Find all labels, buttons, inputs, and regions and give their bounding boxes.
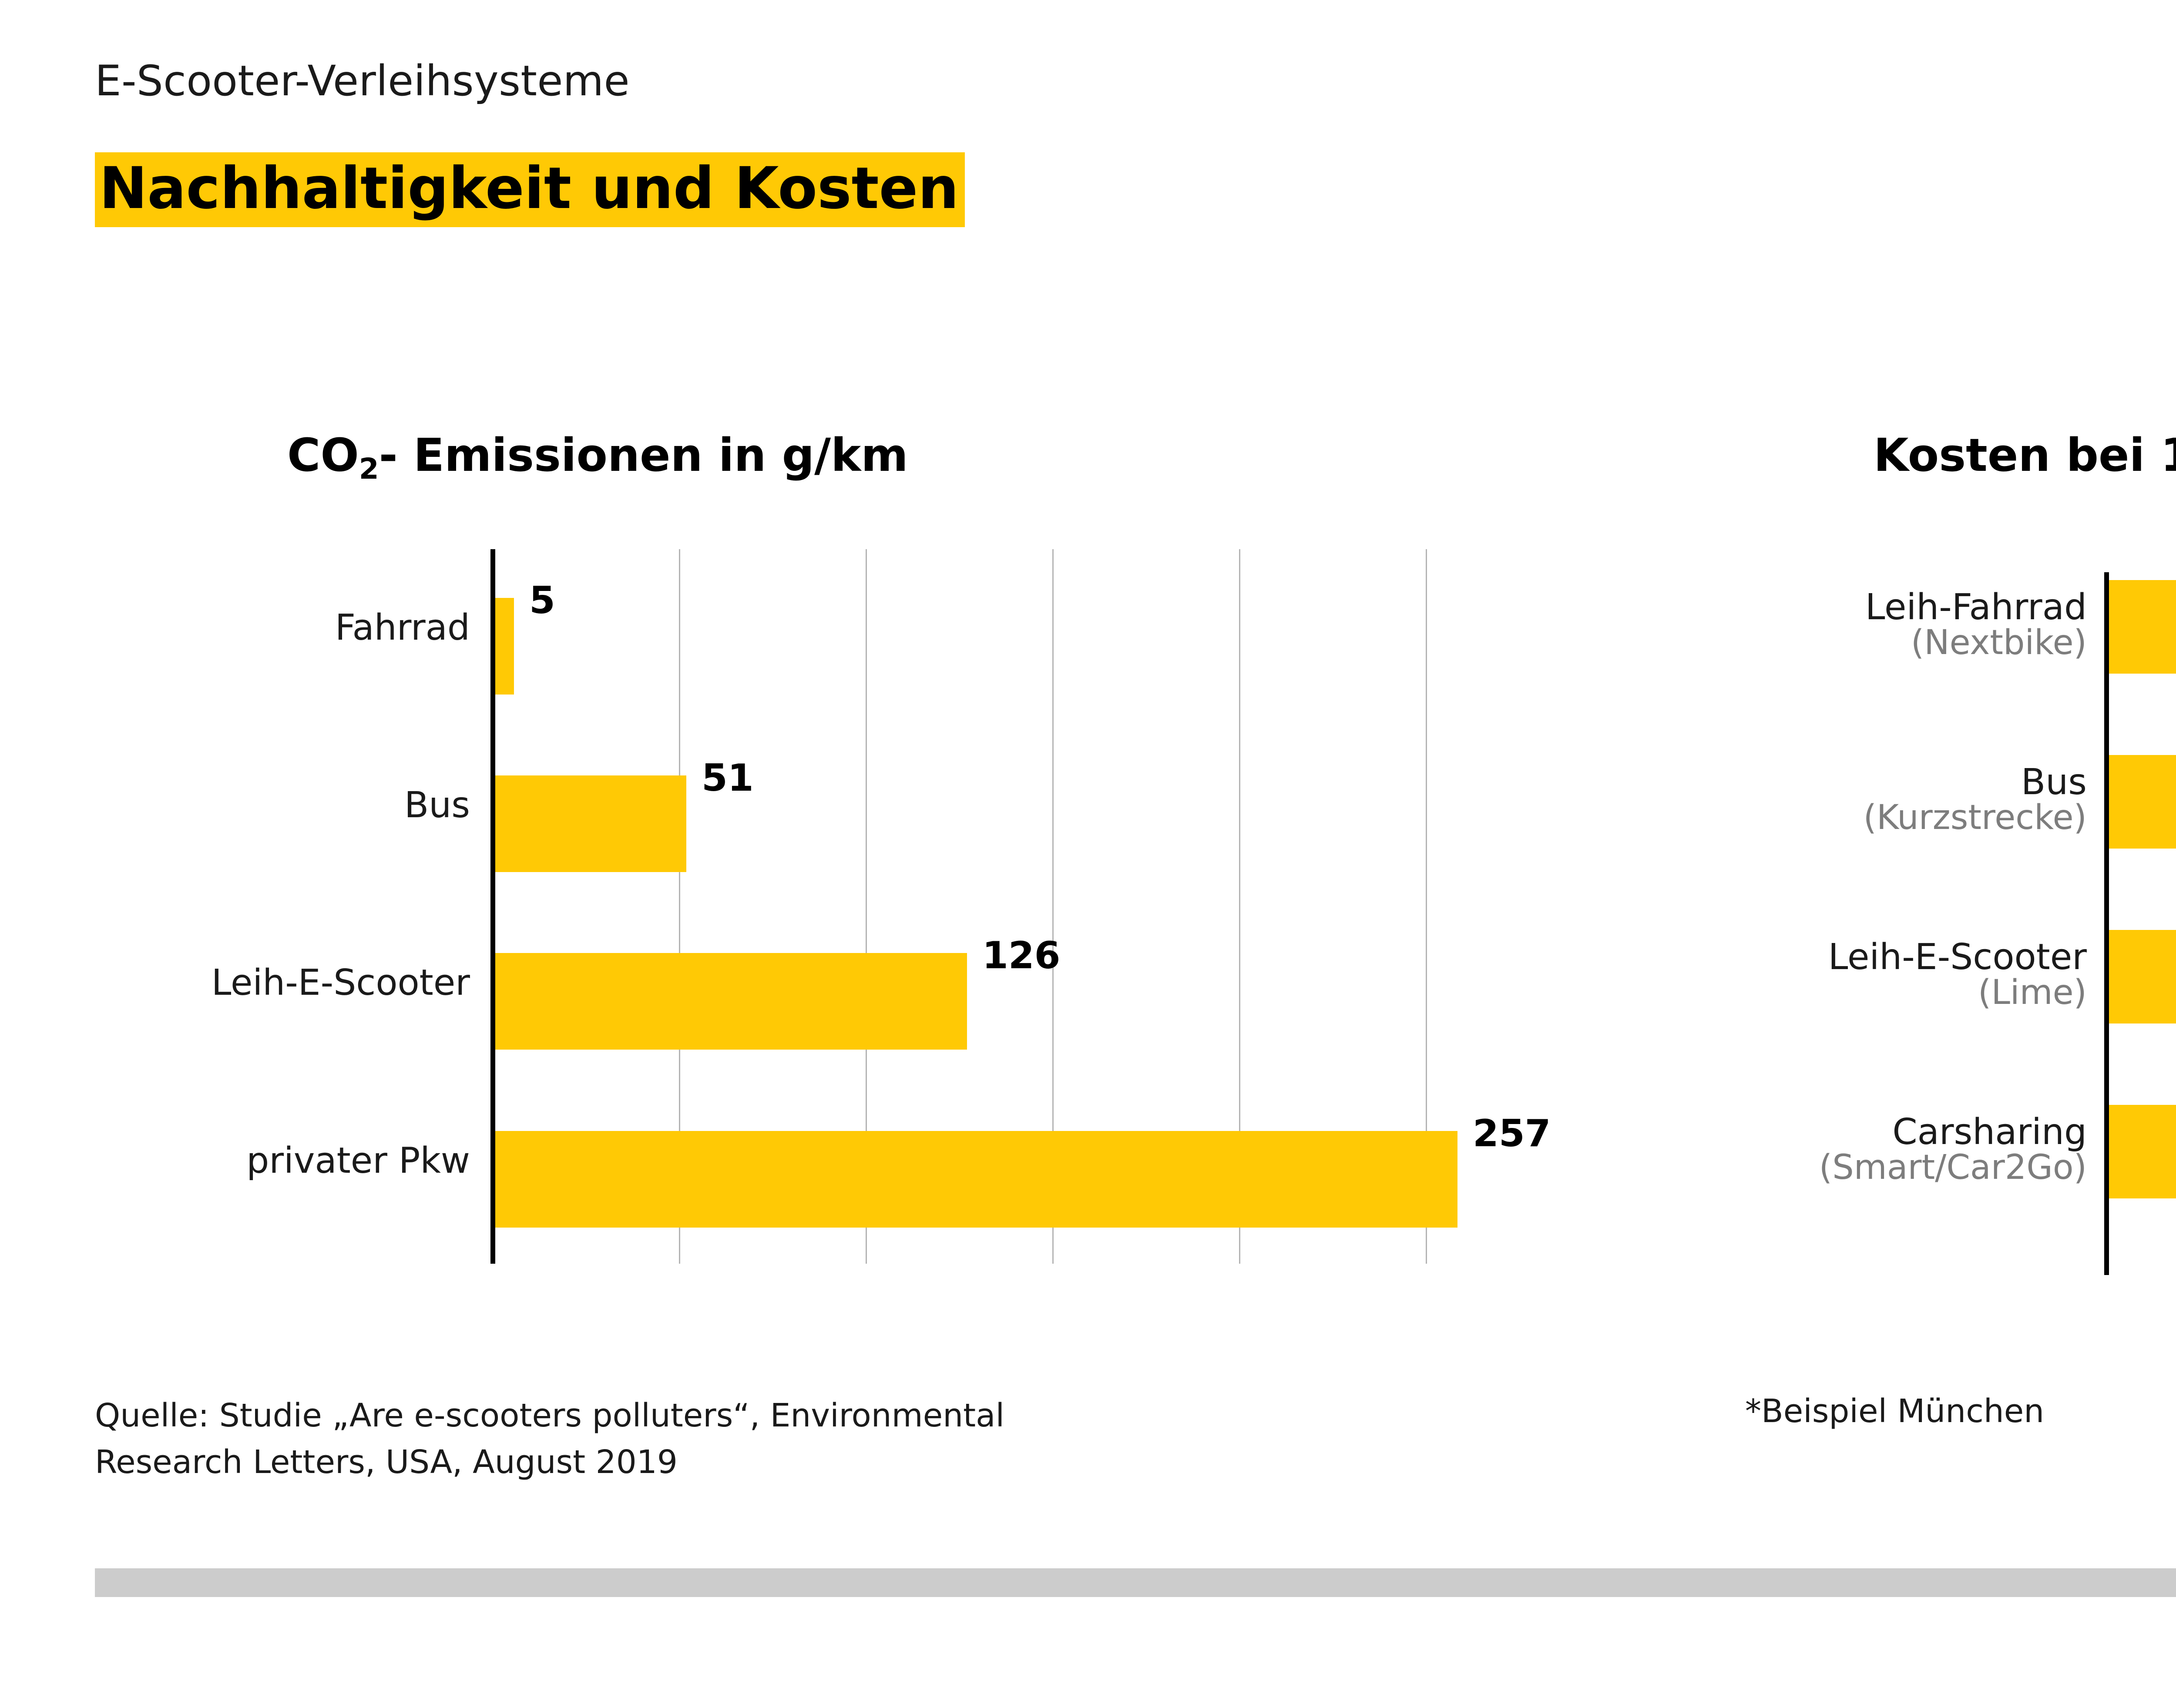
cat-label-co2-leih-e-scooter: Leih-E-Scooter xyxy=(35,965,470,1001)
cat-sublabel-kosten-leih-fahrrad: (Nextbike) xyxy=(1911,623,2087,662)
cat-label-co2-fahrrad-text: Fahrrad xyxy=(335,607,470,648)
gridline-co2-250 xyxy=(1426,549,1427,1264)
cat-sublabel-kosten-bus: (Kurzstrecke) xyxy=(1863,798,2087,837)
cat-label-kosten-bus-text: Bus xyxy=(2021,762,2087,803)
bar-kosten-leih-e-scooter xyxy=(2109,930,2176,1023)
source-note-line2: Research Letters, USA, August 2019 xyxy=(95,1443,678,1481)
chart-panel-kosten: Kosten bei 10 Minuten Fahrtdauer* Leih-F… xyxy=(1549,0,2176,1708)
chart-title-co2-subscript: 2 xyxy=(359,452,379,486)
cat-label-kosten-leih-e-scooter-text: Leih-E-Scooter xyxy=(1828,936,2087,978)
cat-label-co2-leih-e-scooter-text: Leih-E-Scooter xyxy=(211,962,470,1003)
chart-title-co2: CO2- Emissionen in g/km xyxy=(287,429,908,486)
cat-label-co2-fahrrad: Fahrrad xyxy=(35,610,470,646)
gridline-co2-150 xyxy=(1052,549,1054,1264)
value-co2-privater-pkw: 257 xyxy=(1473,1112,1551,1155)
plot-area-kosten xyxy=(2104,572,2176,1275)
page-title: Nachhaltigkeit und Kosten xyxy=(95,152,965,227)
value-co2-bus: 51 xyxy=(702,756,754,800)
bar-co2-fahrrad xyxy=(495,598,514,695)
gridline-co2-50 xyxy=(679,549,680,1264)
footer-divider xyxy=(95,1568,2176,1597)
bar-kosten-carsharing xyxy=(2109,1105,2176,1198)
cat-label-co2-bus-text: Bus xyxy=(404,785,470,826)
cat-label-kosten-bus: Bus (Kurzstrecke) xyxy=(1617,765,2087,836)
value-co2-fahrrad: 5 xyxy=(529,579,555,622)
bar-co2-leih-e-scooter xyxy=(495,953,967,1050)
y-axis-line-co2 xyxy=(490,549,495,1264)
bar-co2-bus xyxy=(495,775,686,872)
cat-label-kosten-carsharing-text: Carsharing xyxy=(1892,1111,2087,1153)
y-axis-line-kosten xyxy=(2104,572,2109,1275)
bar-kosten-leih-fahrrad xyxy=(2109,580,2176,674)
headline-container: Nachhaltigkeit und Kosten xyxy=(95,152,965,227)
chart-title-co2-prefix: CO xyxy=(287,429,359,482)
source-note-line1: Quelle: Studie „Are e-scooters polluters… xyxy=(95,1397,1005,1434)
bar-kosten-bus xyxy=(2109,755,2176,849)
source-note: Quelle: Studie „Are e-scooters polluters… xyxy=(95,1393,1444,1486)
chart-title-co2-suffix: - Emissionen in g/km xyxy=(379,429,908,482)
chart-panel-co2: CO2- Emissionen in g/km Fahrrad Bus Leih… xyxy=(35,429,1551,1486)
bar-co2-privater-pkw xyxy=(495,1131,1457,1228)
cat-sublabel-kosten-carsharing: (Smart/Car2Go) xyxy=(1819,1148,2087,1187)
plot-area-co2 xyxy=(490,549,1491,1264)
cat-label-kosten-leih-e-scooter: Leih-E-Scooter (Lime) xyxy=(1617,940,2087,1011)
cat-label-kosten-leih-fahrrad-text: Leih-Fahrrad xyxy=(1865,587,2087,628)
cat-label-kosten-leih-fahrrad: Leih-Fahrrad (Nextbike) xyxy=(1617,590,2087,661)
gridline-co2-100 xyxy=(866,549,867,1264)
cat-label-co2-privater-pkw: privater Pkw xyxy=(35,1143,470,1179)
cat-label-co2-bus: Bus xyxy=(35,788,470,823)
gridline-co2-200 xyxy=(1239,549,1240,1264)
cat-label-kosten-carsharing: Carsharing (Smart/Car2Go) xyxy=(1595,1114,2087,1186)
value-co2-leih-e-scooter: 126 xyxy=(982,934,1061,977)
cat-label-co2-privater-pkw-text: privater Pkw xyxy=(246,1140,470,1181)
chart-title-kosten: Kosten bei 10 Minuten Fahrtdauer* xyxy=(1874,429,2176,482)
cat-sublabel-kosten-leih-e-scooter: (Lime) xyxy=(1978,973,2087,1012)
footnote-muenchen: *Beispiel München xyxy=(1745,1393,2045,1430)
kicker-text: E-Scooter-Verleihsysteme xyxy=(95,57,630,105)
